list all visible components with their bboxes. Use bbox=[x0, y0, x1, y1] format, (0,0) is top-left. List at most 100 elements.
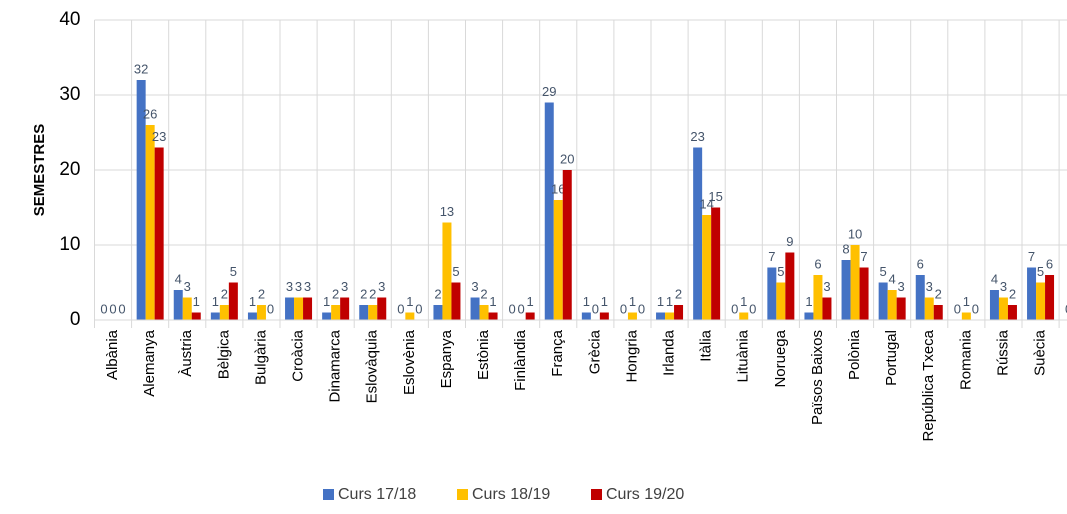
x-tick-label: Albània bbox=[104, 329, 121, 380]
value-label: 5 bbox=[230, 264, 237, 279]
bar bbox=[739, 312, 749, 320]
bar bbox=[878, 282, 888, 320]
legend-swatch bbox=[457, 489, 468, 500]
value-label: 4 bbox=[889, 271, 896, 286]
x-tick-label: Suècia bbox=[1032, 329, 1049, 376]
x-tick-label: França bbox=[549, 329, 566, 376]
bar bbox=[340, 297, 350, 320]
value-label: 0 bbox=[972, 301, 979, 316]
x-tick-label: Lituània bbox=[735, 329, 752, 382]
value-label: 3 bbox=[898, 279, 905, 294]
x-tick-label: Itàlia bbox=[698, 329, 715, 361]
value-label: 16 bbox=[551, 181, 565, 196]
value-label: 5 bbox=[452, 264, 459, 279]
legend-swatch bbox=[591, 489, 602, 500]
value-label: 0 bbox=[397, 301, 404, 316]
legend-label: Curs 17/18 bbox=[338, 486, 416, 503]
bar bbox=[813, 275, 823, 320]
x-tick-label: Eslovènia bbox=[401, 329, 418, 395]
value-label: 0 bbox=[731, 301, 738, 316]
value-label: 1 bbox=[212, 294, 219, 309]
value-label: 0 bbox=[415, 301, 422, 316]
value-label: 2 bbox=[221, 286, 228, 301]
y-axis-label: SEMESTRES bbox=[31, 124, 48, 217]
bar bbox=[525, 312, 535, 320]
value-label: 7 bbox=[768, 249, 775, 264]
value-label: 5 bbox=[880, 264, 887, 279]
value-label: 1 bbox=[489, 294, 496, 309]
bar bbox=[256, 305, 266, 320]
bar bbox=[776, 282, 786, 320]
value-label: 1 bbox=[193, 294, 200, 309]
bar bbox=[154, 147, 164, 320]
bar bbox=[219, 305, 229, 320]
bar bbox=[145, 125, 155, 320]
bar bbox=[1007, 305, 1017, 320]
x-tick-label: Espanya bbox=[438, 329, 455, 388]
x-tick-label: Bèlgica bbox=[215, 329, 232, 379]
value-label: 0 bbox=[518, 301, 525, 316]
x-tick-label: Rússia bbox=[994, 329, 1011, 376]
bar bbox=[377, 297, 387, 320]
bar bbox=[442, 222, 452, 320]
bar bbox=[1036, 282, 1046, 320]
value-label: 9 bbox=[786, 234, 793, 249]
value-label: 23 bbox=[152, 129, 166, 144]
bar bbox=[665, 312, 675, 320]
value-label: 3 bbox=[304, 279, 311, 294]
bar bbox=[285, 297, 295, 320]
bar bbox=[303, 297, 313, 320]
value-label: 5 bbox=[1037, 264, 1044, 279]
bar bbox=[182, 297, 192, 320]
value-label: 6 bbox=[814, 256, 821, 271]
bar bbox=[433, 305, 443, 320]
value-label: 20 bbox=[560, 151, 574, 166]
x-tick-label: Eslovàquia bbox=[364, 329, 381, 403]
bar bbox=[859, 267, 869, 320]
bar bbox=[479, 305, 489, 320]
value-label: 3 bbox=[295, 279, 302, 294]
x-tick-label: Àustria bbox=[178, 329, 195, 376]
value-label: 1 bbox=[527, 294, 534, 309]
legend-swatch bbox=[323, 489, 334, 500]
value-label: 2 bbox=[935, 286, 942, 301]
bar bbox=[368, 305, 378, 320]
value-label: 0 bbox=[638, 301, 645, 316]
legend-label: Curs 18/19 bbox=[472, 486, 550, 503]
x-tick-label: Bulgària bbox=[252, 329, 269, 385]
value-label: 0 bbox=[620, 301, 627, 316]
value-label: 1 bbox=[740, 294, 747, 309]
value-label: 3 bbox=[823, 279, 830, 294]
bar bbox=[961, 312, 971, 320]
bar bbox=[562, 170, 572, 320]
bar bbox=[656, 312, 666, 320]
value-label: 2 bbox=[434, 286, 441, 301]
value-label: 6 bbox=[917, 256, 924, 271]
value-label: 14 bbox=[699, 196, 713, 211]
value-label: 1 bbox=[666, 294, 673, 309]
y-tick-label: 30 bbox=[59, 84, 80, 105]
value-label: 5 bbox=[777, 264, 784, 279]
bar bbox=[488, 312, 498, 320]
value-label: 3 bbox=[286, 279, 293, 294]
x-tick-label: Portugal bbox=[883, 330, 900, 386]
value-label: 0 bbox=[509, 301, 516, 316]
bar bbox=[470, 297, 480, 320]
x-tick-label: Hongria bbox=[623, 329, 640, 382]
value-label: 1 bbox=[805, 294, 812, 309]
bar bbox=[887, 290, 897, 320]
value-label: 4 bbox=[175, 271, 182, 286]
bar bbox=[359, 305, 369, 320]
y-tick-label: 20 bbox=[59, 159, 80, 180]
bar bbox=[785, 252, 795, 320]
bar bbox=[989, 290, 999, 320]
value-label: 1 bbox=[657, 294, 664, 309]
x-tick-label: Romania bbox=[957, 329, 974, 390]
x-tick-label: Alemanya bbox=[141, 329, 158, 396]
value-label: 3 bbox=[341, 279, 348, 294]
value-label: 0 bbox=[592, 301, 599, 316]
x-tick-label: Finlàndia bbox=[512, 329, 529, 391]
bar bbox=[933, 305, 943, 320]
value-label: 3 bbox=[1000, 279, 1007, 294]
bar bbox=[294, 297, 304, 320]
